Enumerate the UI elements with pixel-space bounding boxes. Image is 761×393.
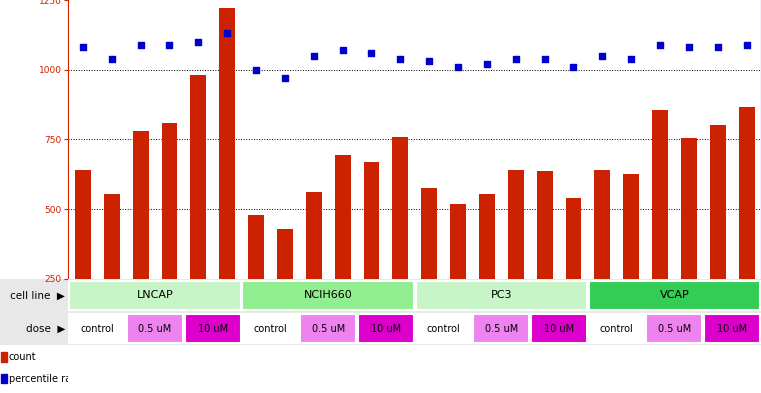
Bar bbox=[450, 204, 466, 279]
Point bbox=[336, 47, 349, 53]
Bar bbox=[704, 314, 760, 343]
Bar bbox=[652, 110, 668, 279]
Bar bbox=[300, 314, 356, 343]
Point bbox=[135, 42, 147, 48]
Bar bbox=[243, 314, 298, 343]
Bar bbox=[473, 314, 530, 343]
Point bbox=[568, 64, 580, 70]
Point bbox=[250, 66, 262, 73]
Bar bbox=[190, 75, 206, 279]
Point bbox=[683, 44, 695, 51]
Bar bbox=[132, 131, 148, 279]
Text: 0.5 uM: 0.5 uM bbox=[311, 323, 345, 334]
Point bbox=[307, 53, 320, 59]
Bar bbox=[739, 107, 754, 279]
Text: 0.5 uM: 0.5 uM bbox=[658, 323, 691, 334]
Text: cell line  ▶: cell line ▶ bbox=[10, 290, 65, 300]
Text: PC3: PC3 bbox=[491, 290, 512, 300]
Point bbox=[423, 58, 435, 64]
Bar bbox=[681, 138, 697, 279]
Bar bbox=[243, 281, 414, 310]
Bar bbox=[710, 125, 726, 279]
Bar bbox=[161, 123, 177, 279]
Bar bbox=[594, 170, 610, 279]
Bar bbox=[75, 170, 91, 279]
Bar bbox=[2, 374, 7, 384]
Text: 10 uM: 10 uM bbox=[544, 323, 574, 334]
Point bbox=[481, 61, 493, 67]
Text: 0.5 uM: 0.5 uM bbox=[139, 323, 172, 334]
Bar bbox=[335, 155, 351, 279]
Bar bbox=[589, 314, 645, 343]
Text: LNCAP: LNCAP bbox=[137, 290, 174, 300]
Point bbox=[510, 55, 522, 62]
Bar bbox=[589, 281, 760, 310]
Point bbox=[539, 55, 551, 62]
Point bbox=[164, 42, 176, 48]
Bar bbox=[393, 137, 408, 279]
Text: VCAP: VCAP bbox=[660, 290, 689, 300]
Bar bbox=[531, 314, 587, 343]
Point bbox=[452, 64, 464, 70]
Point bbox=[712, 44, 724, 51]
Text: 10 uM: 10 uM bbox=[371, 323, 401, 334]
Bar bbox=[416, 281, 587, 310]
Bar bbox=[277, 229, 293, 279]
Bar bbox=[623, 174, 639, 279]
Text: 0.5 uM: 0.5 uM bbox=[485, 323, 518, 334]
Point bbox=[394, 55, 406, 62]
Bar bbox=[306, 193, 322, 279]
Text: percentile rank within the sample: percentile rank within the sample bbox=[9, 374, 174, 384]
Point bbox=[221, 30, 234, 37]
Point bbox=[279, 75, 291, 81]
Bar bbox=[508, 170, 524, 279]
Point bbox=[596, 53, 608, 59]
Point bbox=[625, 55, 637, 62]
Bar bbox=[479, 194, 495, 279]
Point bbox=[740, 42, 753, 48]
Bar bbox=[248, 215, 264, 279]
Text: control: control bbox=[600, 323, 634, 334]
Bar bbox=[103, 194, 119, 279]
Text: 10 uM: 10 uM bbox=[198, 323, 228, 334]
Bar bbox=[422, 188, 437, 279]
Text: control: control bbox=[427, 323, 460, 334]
Text: dose  ▶: dose ▶ bbox=[26, 323, 65, 334]
Point bbox=[106, 55, 118, 62]
Bar bbox=[565, 198, 581, 279]
Text: NCIH660: NCIH660 bbox=[304, 290, 352, 300]
Point bbox=[365, 50, 377, 56]
Bar bbox=[2, 352, 7, 362]
Point bbox=[193, 39, 205, 45]
Bar bbox=[364, 162, 380, 279]
Bar bbox=[219, 8, 235, 279]
Bar bbox=[69, 281, 240, 310]
Text: control: control bbox=[81, 323, 114, 334]
Bar bbox=[69, 314, 126, 343]
Bar bbox=[537, 171, 552, 279]
Point bbox=[654, 42, 666, 48]
Text: 10 uM: 10 uM bbox=[717, 323, 747, 334]
Bar bbox=[416, 314, 472, 343]
Bar bbox=[358, 314, 414, 343]
Bar bbox=[127, 314, 183, 343]
Bar bbox=[185, 314, 240, 343]
Text: count: count bbox=[9, 352, 37, 362]
Text: control: control bbox=[253, 323, 288, 334]
Bar bbox=[646, 314, 702, 343]
Point bbox=[77, 44, 89, 51]
